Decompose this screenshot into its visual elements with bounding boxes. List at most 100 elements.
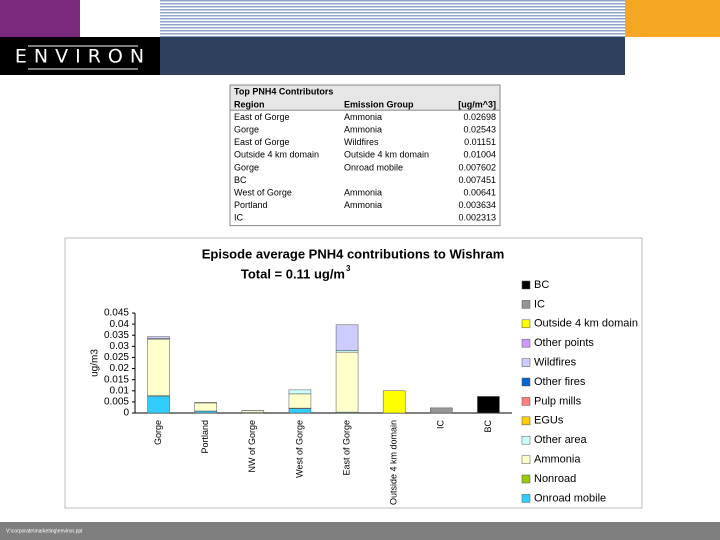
legend-label: Other area [534, 434, 587, 446]
footer-bar [0, 522, 720, 540]
table-header: Region [234, 99, 265, 109]
legend-swatch [521, 319, 531, 329]
bar-segment [335, 350, 359, 353]
chart-subtitle-sup: 3 [346, 264, 351, 273]
legend-swatch [521, 358, 531, 367]
legend-label: EGUs [534, 415, 564, 427]
header-purple [0, 0, 80, 37]
bar-segment [147, 336, 170, 339]
legend-swatch [521, 416, 531, 426]
bar-segment [382, 390, 406, 414]
table-cell: East of Gorge [234, 112, 290, 122]
bar-segment [288, 408, 312, 414]
table-cell: Ammonia [344, 187, 382, 197]
table-cell: Portland [234, 200, 268, 210]
legend-swatch [521, 377, 531, 387]
y-tick-label: 0.03 [110, 341, 130, 352]
bar-segment [335, 351, 359, 413]
legend-swatch [521, 280, 531, 290]
legend-label: IC [534, 298, 545, 310]
table-cell: Gorge [234, 162, 259, 172]
legend-swatch [521, 494, 531, 503]
table-cell: Outside 4 km domain [234, 150, 319, 160]
legend-label: Onroad mobile [534, 492, 606, 504]
legend-label: Ammonia [534, 454, 581, 466]
y-tick-label: 0.005 [104, 397, 129, 408]
legend-label: Wildfires [534, 357, 577, 369]
bar-segment [288, 393, 312, 409]
table-title: Top PNH4 Contributors [234, 87, 333, 97]
y-tick-label: 0.015 [104, 374, 129, 385]
legend-swatch [521, 397, 531, 406]
header-orange [625, 0, 720, 37]
x-tick-label: Outside 4 km domain [389, 420, 399, 505]
table-cell: 0.003634 [458, 200, 496, 210]
y-tick-label: 0.02 [110, 363, 130, 374]
x-tick-label: West of Gorge [294, 420, 304, 478]
bar-segment [147, 395, 170, 414]
bar-segment [194, 410, 217, 414]
bar-segment [241, 410, 265, 413]
table-header: Emission Group [344, 99, 414, 109]
bar-segment [477, 396, 500, 414]
x-tick-label: BC [483, 420, 493, 433]
table: Top PNH4 Contributors Region Emission Grou… [229, 84, 501, 227]
table-cell: Ammonia [344, 112, 382, 122]
y-axis-label: ug/m3 [90, 349, 101, 377]
y-tick-label: 0 [123, 408, 129, 419]
table-cell: Ammonia [344, 200, 382, 210]
y-tick-label: 0.045 [104, 308, 129, 319]
header-navy [160, 37, 625, 75]
legend-swatch [521, 455, 531, 464]
y-tick-label: 0.035 [104, 330, 129, 341]
table-cell: Outside 4 km domain [344, 150, 429, 160]
bar-segment [194, 402, 217, 412]
table-cell: Ammonia [344, 124, 382, 134]
logo: ENVIRON [15, 46, 151, 68]
table-cell: Wildfires [344, 137, 379, 147]
legend-swatch [521, 435, 531, 445]
bar-segment [288, 389, 312, 395]
table-head-bg [229, 84, 501, 111]
table-cell: West of Gorge [234, 187, 292, 197]
table-cell: 0.00641 [463, 187, 496, 197]
table-cell: 0.02698 [463, 112, 496, 122]
chart-title: Episode average PNH4 contributions to Wi… [202, 246, 505, 261]
legend-swatch [521, 474, 531, 484]
legend-swatch [521, 338, 531, 348]
table-cell: Gorge [234, 124, 259, 134]
table-cell: 0.007451 [458, 175, 496, 185]
table-cell: 0.01151 [464, 137, 496, 147]
bar-segment [147, 338, 170, 396]
legend-label: Outside 4 km domain [534, 318, 638, 330]
y-tick-label: 0.01 [110, 385, 130, 396]
footer-text: V:\corporate\marketing\environ.ppt [6, 528, 83, 534]
legend-label: Nonroad [534, 473, 576, 485]
table-cell: Onroad mobile [344, 162, 403, 172]
table-cell: 0.02543 [463, 124, 496, 134]
table-cell: IC [234, 213, 244, 223]
table-cell: BC [234, 175, 247, 185]
legend-label: Other fires [534, 376, 586, 388]
x-tick-label: IC [436, 419, 446, 429]
legend-label: Pulp mills [534, 395, 582, 407]
x-tick-label: East of Gorge [341, 420, 351, 476]
y-tick-label: 0.04 [110, 319, 130, 330]
table-cell: 0.007602 [458, 162, 496, 172]
x-tick-label: Portland [200, 420, 210, 454]
x-tick-label: Gorge [153, 420, 163, 445]
chart-subtitle: Total = 0.11 ug/m [241, 266, 345, 281]
legend-label: BC [534, 279, 549, 291]
bar-segment [430, 407, 453, 414]
table-cell: 0.01004 [463, 150, 496, 160]
table-cell: East of Gorge [234, 137, 290, 147]
table-cell: 0.002313 [458, 213, 496, 223]
legend-swatch [521, 300, 531, 309]
table-header: [ug/m^3] [458, 99, 496, 109]
legend-label: Other points [534, 337, 594, 349]
header-stripes [160, 0, 625, 37]
bar-segment [335, 324, 359, 351]
y-tick-label: 0.025 [104, 352, 129, 363]
x-tick-label: NW of Gorge [247, 420, 257, 473]
